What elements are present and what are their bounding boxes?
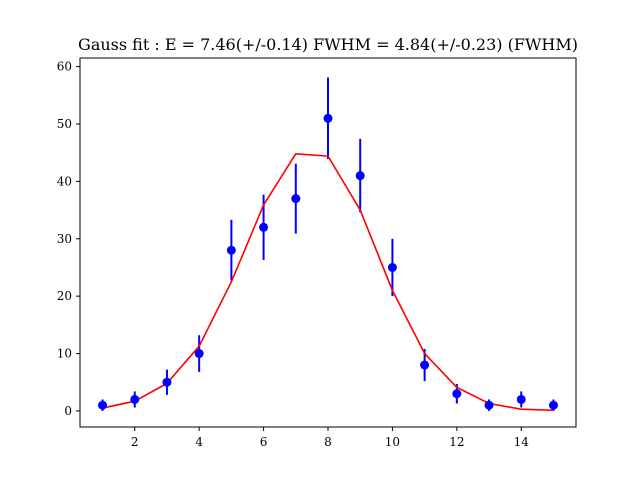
chart-title: Gauss fit : E = 7.46(+/-0.14) FWHM = 4.8… [78, 35, 578, 54]
data-point [194, 349, 204, 359]
y-tick-label: 0 [64, 404, 72, 418]
data-point [323, 113, 333, 123]
data-point [516, 394, 526, 404]
data-point [226, 245, 236, 255]
y-tick-label: 10 [57, 347, 72, 361]
plot-area [98, 77, 558, 412]
data-point [259, 222, 269, 232]
data-point [162, 377, 172, 387]
x-tick-label: 2 [131, 435, 139, 449]
x-tick-label: 6 [260, 435, 268, 449]
data-point [484, 400, 494, 410]
y-tick-label: 60 [57, 60, 72, 74]
y-tick-label: 20 [57, 289, 72, 303]
x-tick-label: 4 [195, 435, 203, 449]
x-axis: 2 4 6 8 10 12 14 [131, 427, 529, 449]
x-tick-label: 14 [514, 435, 530, 449]
data-point [387, 262, 397, 272]
x-tick-label: 10 [385, 435, 400, 449]
data-point [130, 394, 140, 404]
x-tick-label: 12 [449, 435, 464, 449]
fit-line [102, 153, 554, 412]
y-axis: 0 10 20 30 40 50 60 [57, 60, 80, 418]
data-point [452, 389, 462, 399]
data-point [548, 400, 558, 410]
data-point [420, 360, 430, 370]
y-tick-label: 50 [57, 117, 72, 131]
data-point [98, 400, 108, 410]
data-point [355, 171, 365, 181]
y-tick-label: 30 [57, 232, 72, 246]
y-tick-label: 40 [57, 174, 72, 188]
x-tick-label: 8 [324, 435, 332, 449]
axes-frame [79, 57, 577, 428]
data-point [291, 194, 301, 204]
